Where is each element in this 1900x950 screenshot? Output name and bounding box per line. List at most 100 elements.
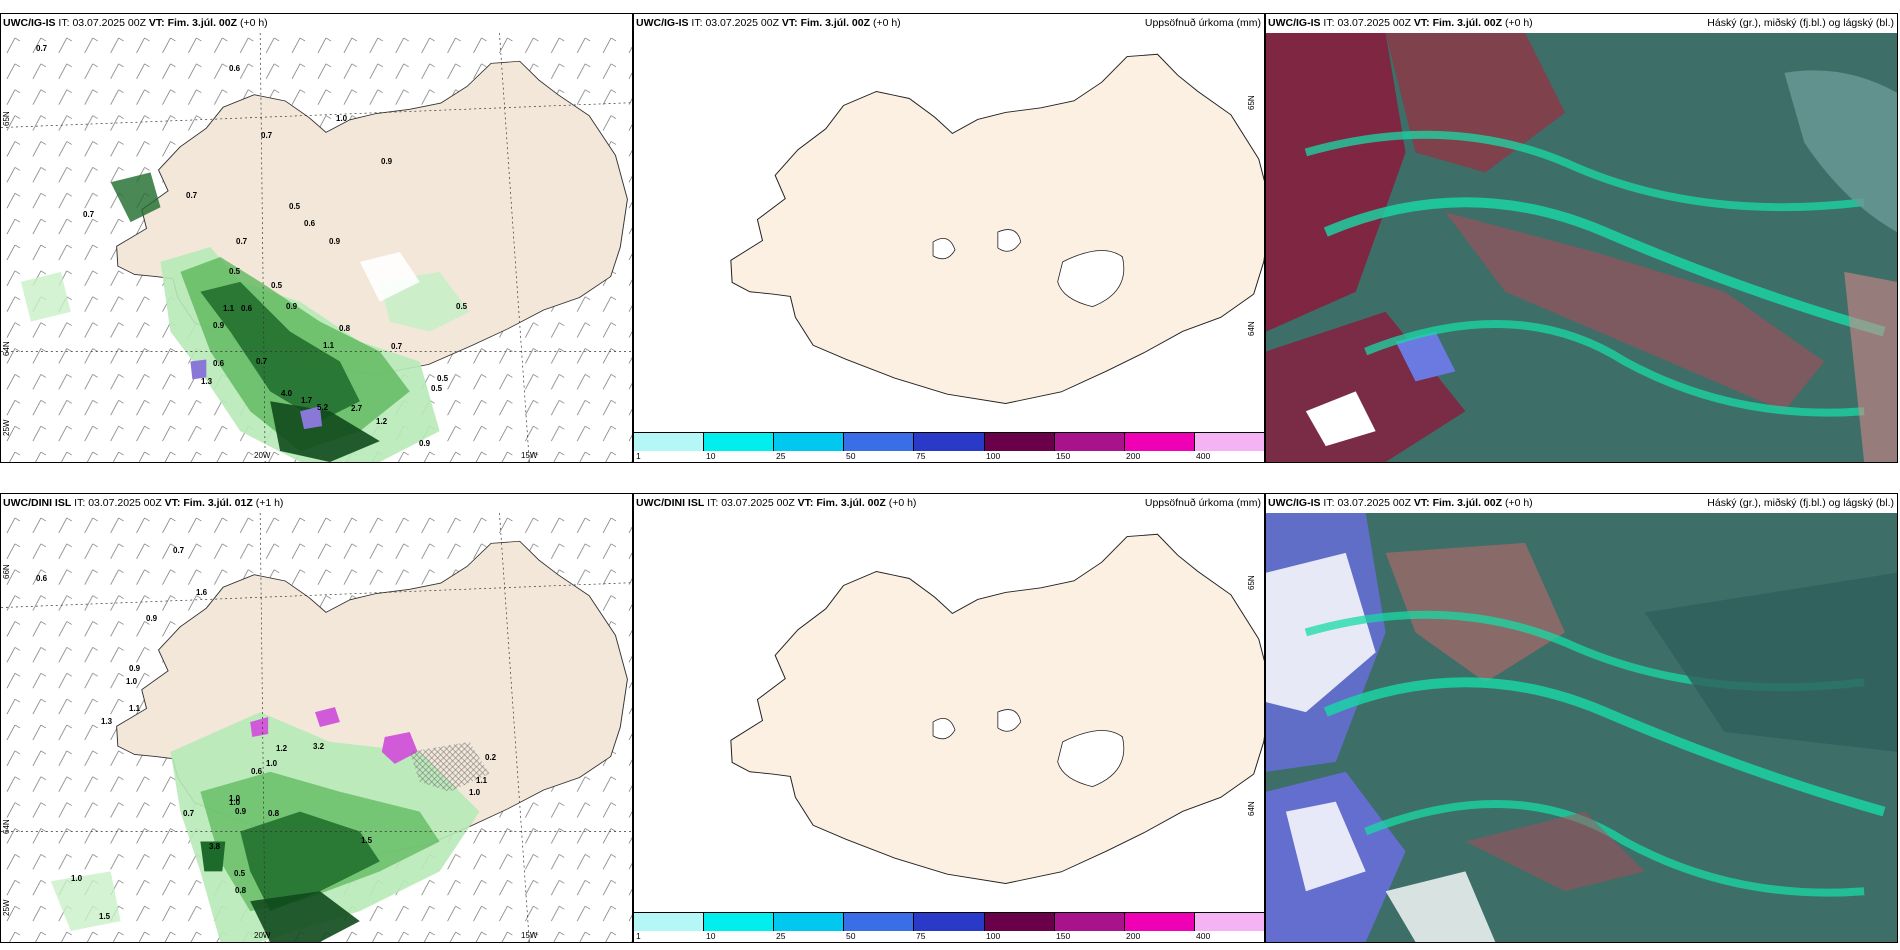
accum-map xyxy=(634,33,1264,432)
value-label: 0.7 xyxy=(183,809,195,818)
value-label: 0.7 xyxy=(391,342,403,351)
vt-time: Fim. 3.júl. 00Z xyxy=(1432,497,1503,509)
model-name: UWC/DINI ISL xyxy=(636,497,705,509)
it-time: 03.07.2025 00Z xyxy=(1337,497,1411,509)
value-label: 0.9 xyxy=(329,237,341,246)
value-label: 1.3 xyxy=(101,717,113,726)
clouds-map xyxy=(1266,513,1897,942)
colorbar-swatch xyxy=(704,913,775,931)
colorbar-label: 100 xyxy=(986,931,1001,941)
colorbar-swatch xyxy=(774,913,845,931)
vt-time: Fim. 3.júl. 01Z xyxy=(183,497,253,509)
it-label: IT: xyxy=(1323,497,1335,509)
panel-clouds-igis: UWC/IG-IS IT: 03.07.2025 00Z VT: Fim. 3.… xyxy=(1265,13,1898,463)
map-area xyxy=(1,513,632,942)
colorbar-label: 1 xyxy=(636,451,641,461)
value-label: 0.8 xyxy=(339,324,351,333)
colorbar-label: 200 xyxy=(1126,451,1141,461)
value-label: 0.5 xyxy=(456,302,468,311)
lat-label: 64N xyxy=(1247,801,1257,816)
colorbar-label: 75 xyxy=(915,451,926,461)
colorbar-swatch xyxy=(634,913,705,931)
value-label: 0.5 xyxy=(271,281,283,290)
colorbar-swatch xyxy=(1124,913,1195,931)
colorbar-swatch xyxy=(704,433,775,451)
vt-time: Fim. 3.júl. 00Z xyxy=(167,17,238,29)
colorbar-swatch xyxy=(1054,913,1125,931)
model-name: UWC/IG-IS xyxy=(3,17,56,29)
lat-label: 64N xyxy=(2,819,11,834)
lat-label: 64N xyxy=(2,341,11,356)
value-label: 4.0 xyxy=(281,389,293,398)
map-area xyxy=(634,33,1264,432)
model-name: UWC/IG-IS xyxy=(1268,497,1321,509)
value-label: 1.5 xyxy=(99,912,111,921)
precip-map xyxy=(1,513,632,942)
lon-label: 20W xyxy=(254,931,271,940)
value-label: 1.1 xyxy=(223,304,235,313)
map-area xyxy=(634,513,1264,912)
panel-title-right: Háský (gr.), miðský (fj.bl.) og lágský (… xyxy=(1707,497,1894,509)
value-label: 0.5 xyxy=(234,869,246,878)
panel-title-right: Uppsöfnuð úrkoma (mm) xyxy=(1144,497,1261,509)
lead-time: (+1 h) xyxy=(255,497,284,509)
precip-map xyxy=(1,33,632,462)
lon-label: 15W xyxy=(521,451,538,460)
value-label: 1.0 xyxy=(229,794,241,803)
value-label: 0.7 xyxy=(173,546,185,555)
value-label: 0.7 xyxy=(36,44,48,53)
value-label: 0.9 xyxy=(129,664,141,673)
value-label: 1.2 xyxy=(376,417,388,426)
colorbar-label: 10 xyxy=(705,931,716,941)
panel-title-right: Háský (gr.), miðský (fj.bl.) og lágský (… xyxy=(1707,17,1894,29)
value-label: 1.0 xyxy=(336,114,348,123)
value-label: 0.8 xyxy=(235,886,247,895)
value-label: 1.0 xyxy=(469,788,481,797)
value-label: 1.0 xyxy=(229,798,241,807)
colorbar-label: 25 xyxy=(775,931,786,941)
colorbar-swatch xyxy=(844,913,915,931)
value-label: 0.7 xyxy=(261,131,273,140)
panel-header: UWC/IG-IS IT: 03.07.2025 00Z VT: Fim. 3.… xyxy=(1,14,632,33)
value-label: 0.6 xyxy=(251,767,263,776)
vt-label: VT: xyxy=(1413,17,1430,29)
panel-accum-precip-igis: UWC/IG-IS IT: 03.07.2025 00Z VT: Fim. 3.… xyxy=(633,13,1265,463)
lead-time: (+0 h) xyxy=(239,17,268,29)
it-label: IT: xyxy=(691,17,703,29)
value-label: 0.9 xyxy=(286,302,298,311)
lat-label: 65N xyxy=(1247,575,1257,590)
value-label: 5.2 xyxy=(317,403,329,412)
value-label: 2.7 xyxy=(351,404,363,413)
value-label: 0.7 xyxy=(236,237,248,246)
colorbar-label: 150 xyxy=(1056,931,1071,941)
colorbar-swatch xyxy=(634,433,705,451)
it-time: 03.07.2025 00Z xyxy=(705,17,779,29)
colorbar-swatch xyxy=(844,433,915,451)
value-label: 1.2 xyxy=(276,744,288,753)
colorbar-label: 50 xyxy=(846,451,856,461)
value-label: 1.5 xyxy=(361,836,373,845)
colorbar-label: 150 xyxy=(1056,451,1071,461)
lead-time: (+0 h) xyxy=(1504,17,1533,29)
value-label: 0.5 xyxy=(229,267,241,276)
panel-header: UWC/IG-IS IT: 03.07.2025 00Z VT: Fim. 3.… xyxy=(634,14,1264,33)
value-label: 1.1 xyxy=(129,704,141,713)
lat-label: 65N xyxy=(2,111,11,126)
value-label: 0.5 xyxy=(289,202,301,211)
colorbar-swatch xyxy=(984,433,1055,451)
model-name: UWC/IG-IS xyxy=(1268,17,1321,29)
lon-label: 15W xyxy=(521,931,538,940)
vt-label: VT: xyxy=(164,497,181,509)
value-label: 1.7 xyxy=(301,396,313,405)
colorbar-label: 400 xyxy=(1195,931,1211,941)
value-label: 0.9 xyxy=(419,439,431,448)
colorbar-swatch xyxy=(914,913,985,931)
value-label: 0.9 xyxy=(146,614,158,623)
it-time: 03.07.2025 00Z xyxy=(72,17,146,29)
panel-clouds-dini: UWC/IG-IS IT: 03.07.2025 00Z VT: Fim. 3.… xyxy=(1265,493,1898,943)
value-label: 1.6 xyxy=(196,588,208,597)
accum-map xyxy=(634,513,1264,912)
model-name: UWC/DINI ISL xyxy=(3,497,72,509)
value-label: 0.9 xyxy=(213,321,225,330)
panel-header: UWC/IG-IS IT: 03.07.2025 00Z VT: Fim. 3.… xyxy=(1266,14,1897,33)
